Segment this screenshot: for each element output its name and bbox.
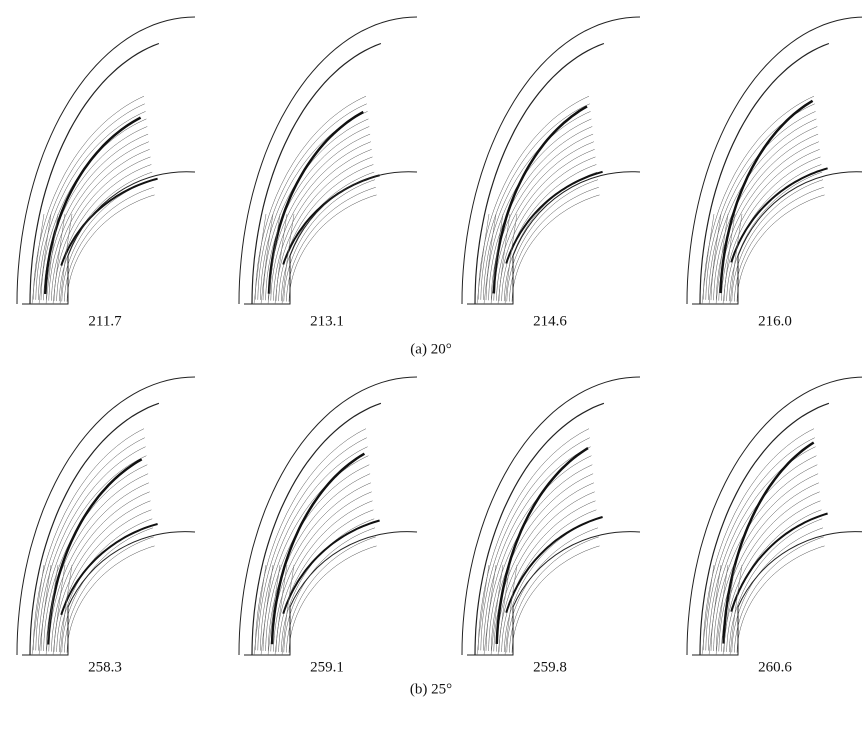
body-wall <box>692 532 862 655</box>
contour-line <box>512 546 600 653</box>
contour-line <box>268 474 370 652</box>
contour-panel <box>239 17 417 304</box>
row-caption: (a) 20° <box>410 341 451 357</box>
panel-label: 216.0 <box>758 313 792 329</box>
shock-line <box>45 118 140 294</box>
contour-line <box>489 465 593 651</box>
contour-line <box>496 492 594 652</box>
contour-line <box>721 492 819 652</box>
contour-line <box>289 546 377 653</box>
contour-panel <box>17 17 195 304</box>
bow-shock <box>475 44 604 305</box>
shock-line <box>61 179 157 266</box>
contour-line <box>64 537 153 653</box>
shock-line <box>506 172 602 264</box>
contour-line <box>273 492 371 652</box>
contour-line <box>286 187 375 301</box>
contour-line <box>67 546 155 653</box>
contour-line <box>67 195 155 302</box>
outer-boundary <box>687 377 862 655</box>
contour-line <box>279 165 374 302</box>
contour-line <box>271 483 371 652</box>
contour-line <box>732 528 823 653</box>
contour-line <box>507 528 598 653</box>
contour-line <box>737 195 825 302</box>
contour-line <box>509 537 598 653</box>
bow-shock <box>30 44 159 305</box>
contour-line <box>734 187 823 301</box>
contour-line <box>512 195 600 302</box>
panel-label: 259.8 <box>533 659 567 675</box>
shock-line <box>272 454 364 645</box>
contour-line <box>727 165 822 302</box>
contour-line <box>289 195 377 302</box>
panel-label: 214.6 <box>533 313 567 329</box>
figure: (a) 20° (b) 25° 211.7 213.1 214.6 216.0 258.… <box>0 0 862 730</box>
row-caption: (b) 25° <box>410 681 452 697</box>
panel-label: 211.7 <box>88 313 122 329</box>
contour-panel <box>687 377 862 655</box>
shock-line <box>494 106 587 293</box>
contour-panel <box>462 377 640 655</box>
contour-line <box>286 537 375 653</box>
shock-line <box>497 448 588 644</box>
contour-panel <box>17 377 195 655</box>
contour-line <box>737 546 825 653</box>
contour-line <box>502 165 597 302</box>
shock-line <box>48 459 142 644</box>
outer-boundary <box>687 17 862 304</box>
contour-line <box>716 474 818 652</box>
contour-panel <box>687 17 862 304</box>
panel-label: 213.1 <box>310 313 344 329</box>
panel-label: 259.1 <box>310 659 344 675</box>
contour-panel <box>462 17 640 304</box>
panel-label: 260.6 <box>758 659 792 675</box>
contour-line <box>491 474 593 652</box>
contour-line <box>509 187 598 301</box>
contour-line <box>49 483 149 652</box>
contour-line <box>62 528 153 653</box>
contour-line <box>44 465 148 651</box>
panel-label: 258.3 <box>88 659 122 675</box>
contour-line <box>46 134 148 300</box>
contour-line <box>64 187 153 301</box>
shock-line <box>731 514 827 612</box>
contour-line <box>734 537 823 653</box>
contour-line <box>51 492 149 652</box>
contour-panel <box>239 377 417 655</box>
